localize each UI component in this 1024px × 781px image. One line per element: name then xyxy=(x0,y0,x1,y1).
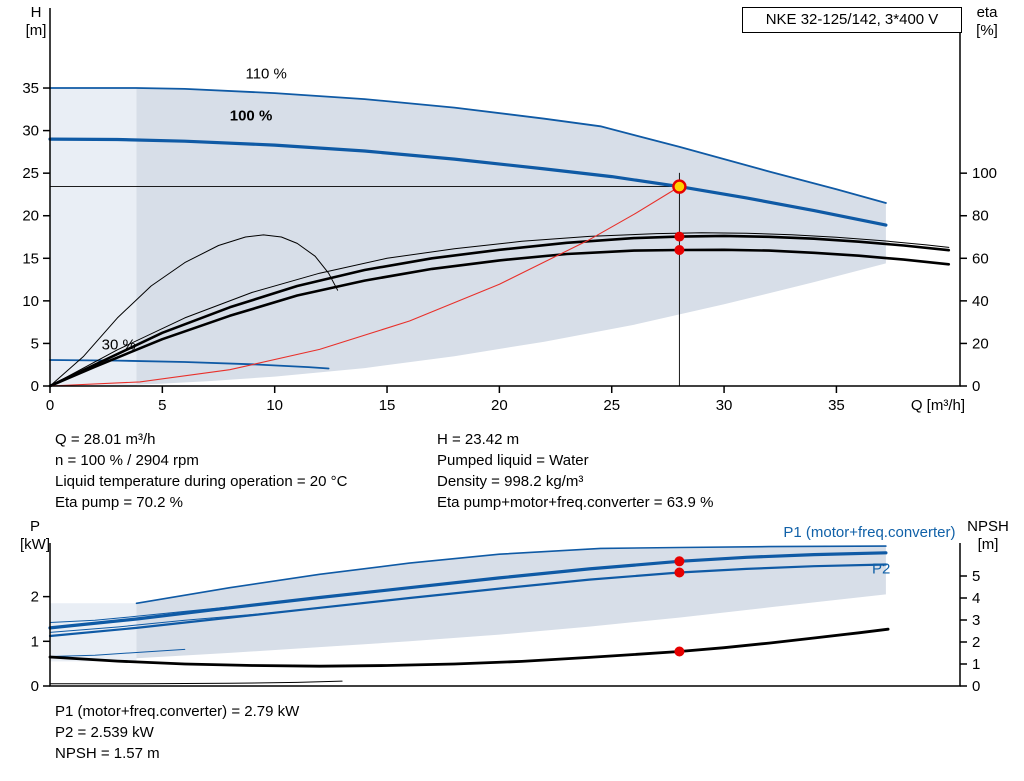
tick-label: 100 xyxy=(972,165,997,182)
tick-label: 0 xyxy=(31,378,39,395)
tick-label: 20 xyxy=(972,335,989,352)
info-line-temp: Liquid temperature during operation = 20… xyxy=(55,473,348,490)
power-info-block: P1 (motor+freq.converter) = 2.79 kW P2 =… xyxy=(55,701,299,764)
operating-point-info-right: H = 23.42 m Pumped liquid = Water Densit… xyxy=(437,429,713,513)
x-axis-label: Q [m³/h] xyxy=(911,397,965,414)
tick-label: 0 xyxy=(972,378,980,395)
tick-label: 2 xyxy=(31,589,39,606)
label-p2: P2 xyxy=(872,560,890,577)
info-line-h: H = 23.42 m xyxy=(437,431,520,448)
p-thin-b xyxy=(49,648,186,657)
system-curve xyxy=(49,186,680,387)
label-100-percent: 100 % xyxy=(230,107,273,124)
npsh-curve xyxy=(48,627,890,668)
tick-label: 3 xyxy=(972,612,980,629)
curve-110-percent xyxy=(49,87,887,204)
tick-label: 0 xyxy=(46,397,54,414)
tick-label: 5 xyxy=(158,397,166,414)
power-npsh-chart: 0 1 2 0 1 2 3 4 5 P1 (motor+freq.converter) P2 xyxy=(31,524,981,695)
pump-model-title: NKE 32-125/142, 3*400 V xyxy=(742,7,962,33)
eta-axis-title: eta [%] xyxy=(976,4,998,39)
operating-point-info-left: Q = 28.01 m³/h n = 100 % / 2904 rpm Liqu… xyxy=(55,429,347,513)
tick-label: 20 xyxy=(22,208,39,225)
info-line-eta-total: Eta pump+motor+freq.converter = 63.9 % xyxy=(437,494,714,511)
curve-100-percent xyxy=(48,137,888,227)
tick-label: 60 xyxy=(972,250,989,267)
tick-label: 5 xyxy=(31,335,39,352)
p2-curve xyxy=(48,563,888,638)
info-line-liquid: Pumped liquid = Water xyxy=(437,452,589,469)
tick-label: 10 xyxy=(22,293,39,310)
p1-curve xyxy=(48,551,888,630)
tick-label: 35 xyxy=(828,397,845,414)
npsh-axis-title: NPSH [m] xyxy=(967,518,1009,553)
tick-label: 30 xyxy=(716,397,733,414)
info-line-eta: Eta pump = 70.2 % xyxy=(55,494,183,511)
head-flow-chart: 0 5 10 15 20 25 30 35 0 20 40 60 80 100 0 5 10 15 20 25 30 35… xyxy=(22,8,997,414)
info-line-p1: P1 (motor+freq.converter) = 2.79 kW xyxy=(55,703,300,720)
tick-label: 15 xyxy=(379,397,396,414)
tick-label: 30 xyxy=(22,123,39,140)
tick-label: 10 xyxy=(266,397,283,414)
tick-label: 40 xyxy=(972,293,989,310)
eta-pump-point xyxy=(674,231,685,242)
p-110-curve xyxy=(135,545,887,605)
tick-label: 2 xyxy=(972,634,980,651)
tick-label: 15 xyxy=(22,250,39,267)
tick-label: 0 xyxy=(972,678,980,695)
tick-label: 1 xyxy=(972,656,980,673)
eta-pump-thin-curve xyxy=(49,232,950,387)
info-line-q: Q = 28.01 m³/h xyxy=(55,431,156,448)
head-flow-chart-frame xyxy=(49,8,961,387)
label-30-percent: 30 % xyxy=(102,336,136,353)
tick-label: 20 xyxy=(491,397,508,414)
tick-label: 25 xyxy=(603,397,620,414)
eta-total-curve xyxy=(48,248,951,388)
p2-point xyxy=(674,567,685,578)
tick-label: 25 xyxy=(22,165,39,182)
h-axis-title: H [m] xyxy=(25,4,47,39)
info-line-p2: P2 = 2.539 kW xyxy=(55,724,154,741)
tick-label: 0 xyxy=(31,678,39,695)
p1-point xyxy=(674,556,685,567)
npsh-point xyxy=(674,646,685,657)
tick-label: 5 xyxy=(972,568,980,585)
operating-envelope xyxy=(136,88,886,385)
eta-reduced-speed-curve xyxy=(49,234,339,387)
duty-point-marker[interactable] xyxy=(672,179,687,194)
p-axis-title: P [kW] xyxy=(20,518,50,553)
p-min-curve xyxy=(49,680,343,685)
info-line-npsh: NPSH = 1.57 m xyxy=(55,745,160,762)
tick-label: 35 xyxy=(22,80,39,97)
label-p1: P1 (motor+freq.converter) xyxy=(783,524,955,541)
low-flow-region xyxy=(50,88,137,386)
tick-label: 1 xyxy=(31,633,39,650)
info-line-n: n = 100 % / 2904 rpm xyxy=(55,452,199,469)
label-110-percent: 110 % xyxy=(245,66,286,83)
power-npsh-chart-frame xyxy=(49,543,961,687)
tick-label: 4 xyxy=(972,590,980,607)
eta-pump-curve xyxy=(48,234,951,388)
tick-label: 80 xyxy=(972,208,989,225)
info-line-density: Density = 998.2 kg/m³ xyxy=(437,473,584,490)
eta-total-point xyxy=(674,245,685,255)
